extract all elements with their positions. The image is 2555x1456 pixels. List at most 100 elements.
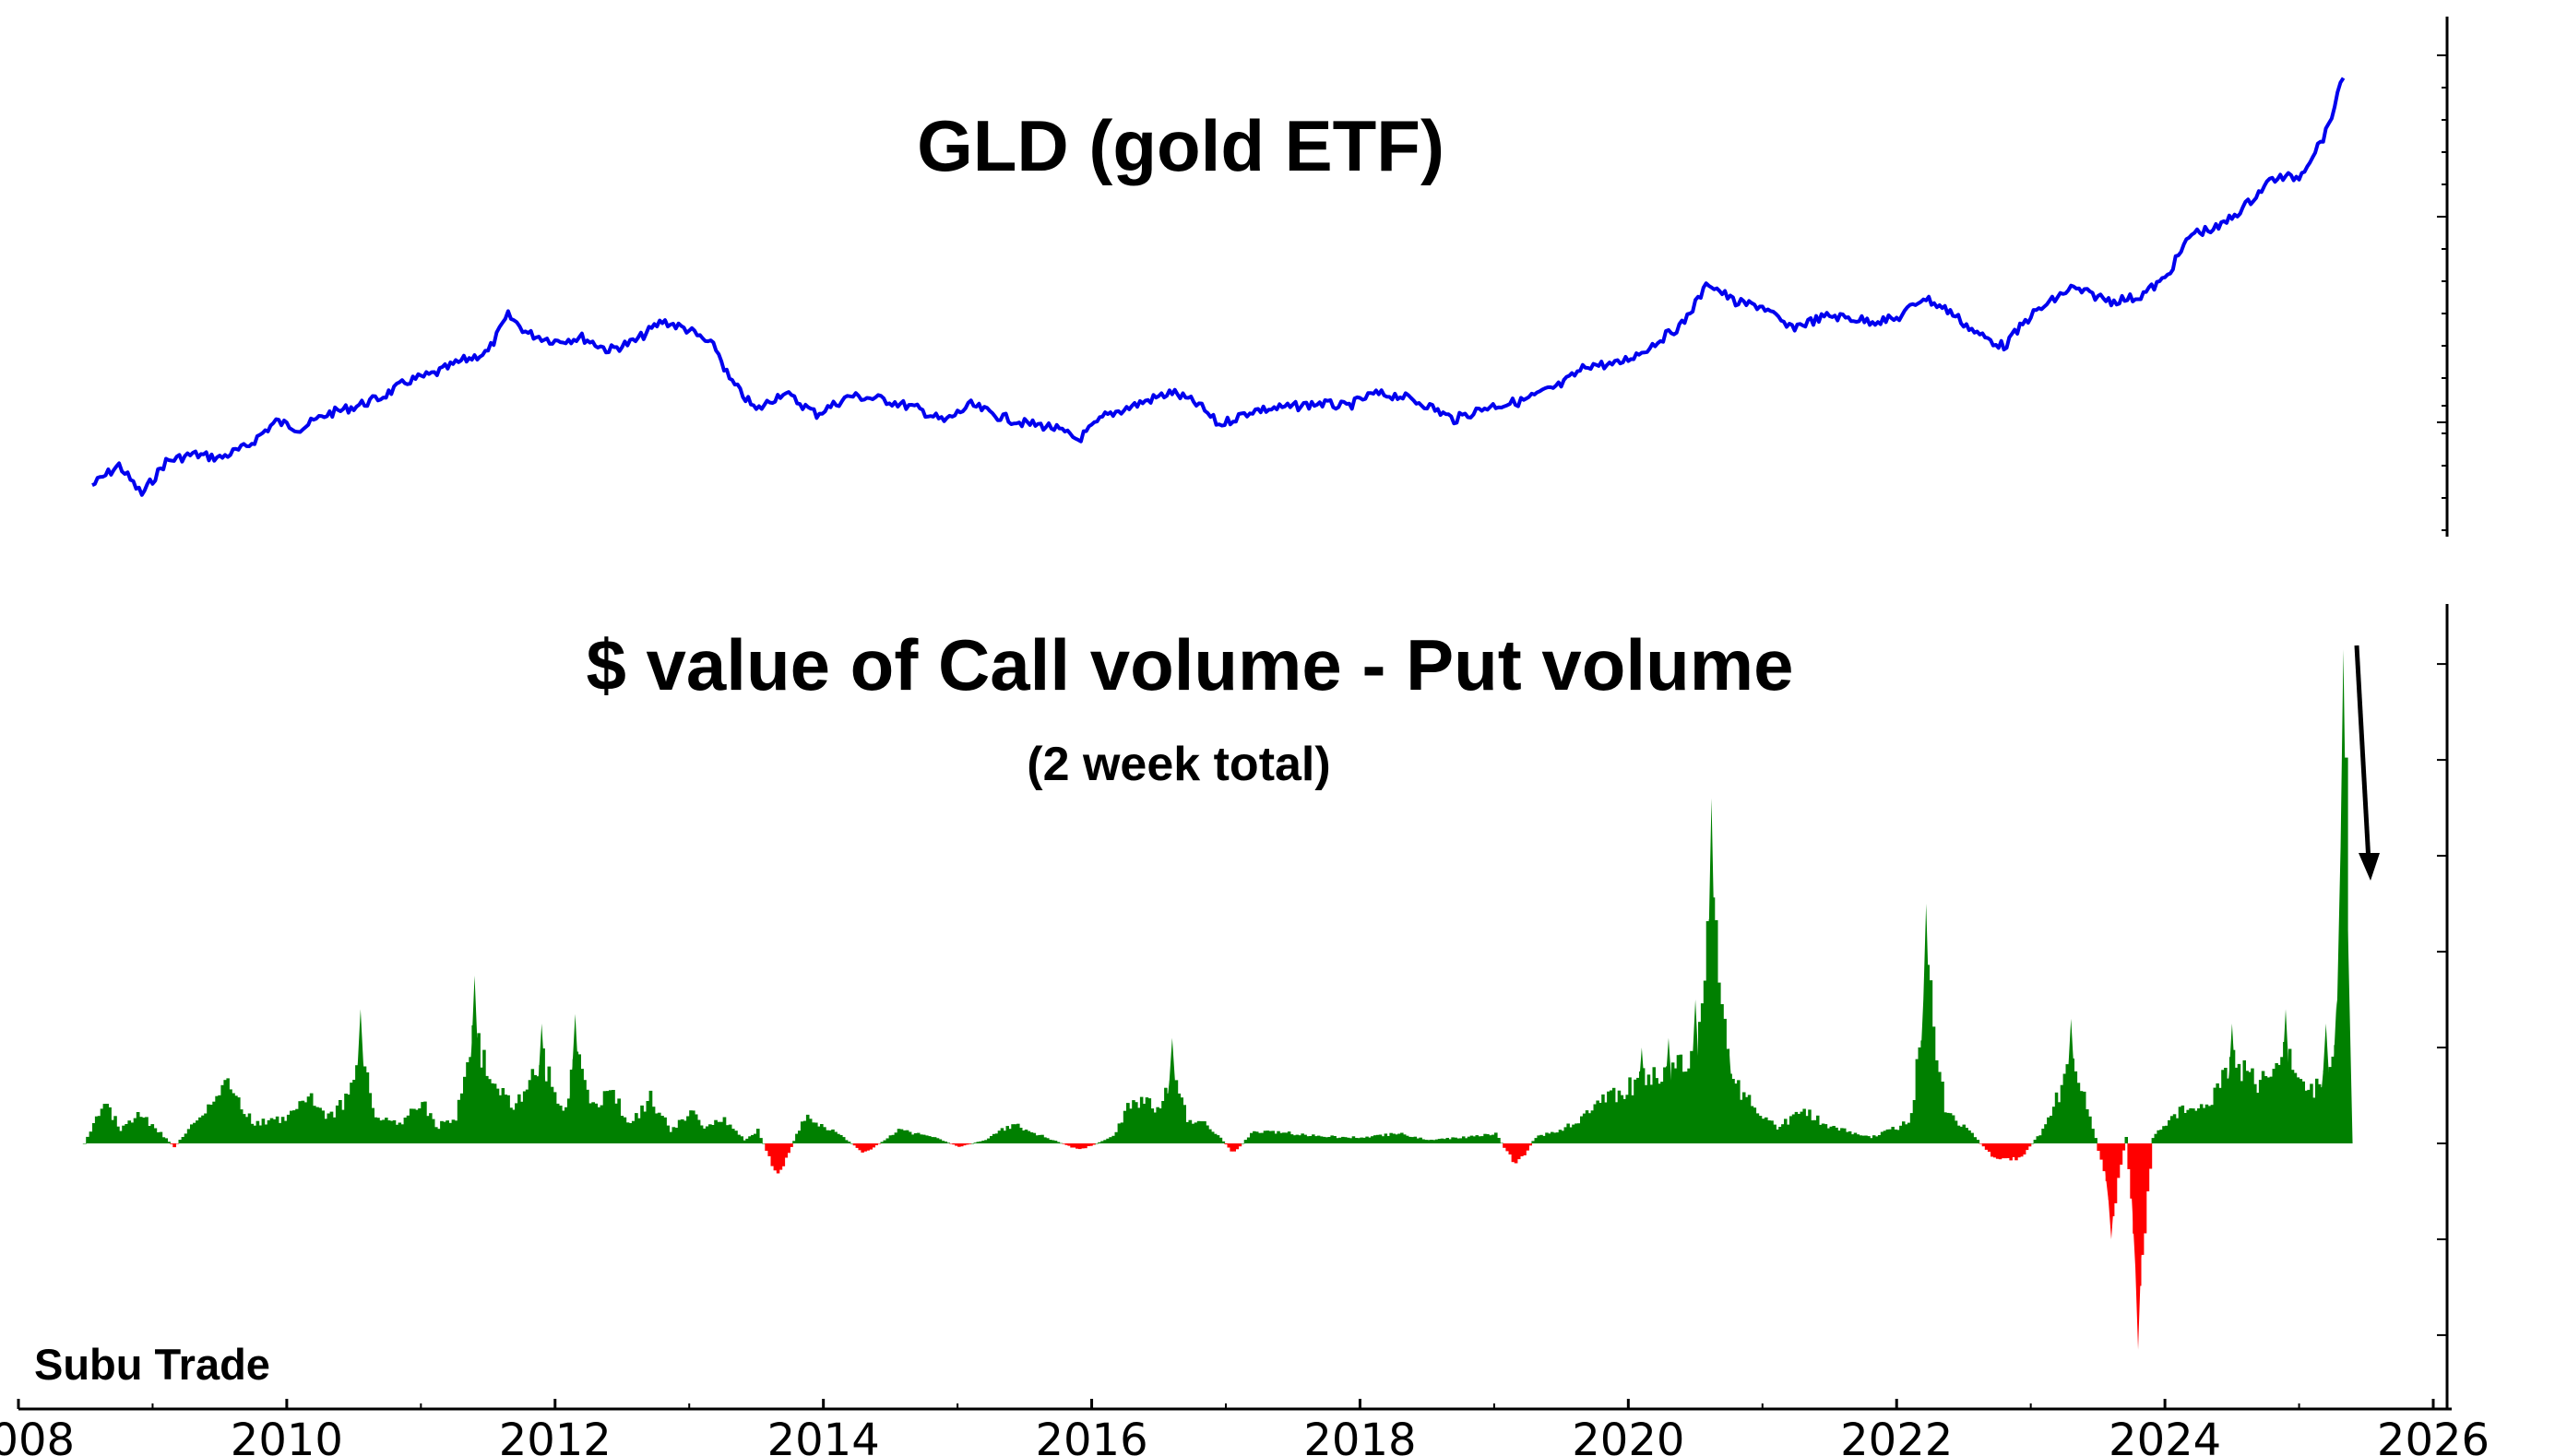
call-put-bar bbox=[717, 1121, 720, 1143]
call-put-peak bbox=[2276, 1009, 2296, 1143]
call-put-bar bbox=[2127, 1143, 2131, 1169]
call-put-bar bbox=[234, 1095, 238, 1143]
call-put-bar bbox=[1378, 1134, 1383, 1143]
call-put-bar bbox=[1646, 1074, 1651, 1143]
call-put-bar bbox=[1469, 1135, 1474, 1143]
call-put-bar bbox=[2242, 1059, 2246, 1143]
call-put-bar bbox=[1306, 1136, 1310, 1143]
call-put-bar bbox=[212, 1101, 216, 1143]
x-axis-ticks: 2008 2010 2012 2014 2016 2018 2020 2022 2024 2026 bbox=[0, 1399, 2490, 1456]
call-put-bar bbox=[1024, 1130, 1028, 1143]
call-put-bar bbox=[1375, 1134, 1380, 1143]
call-put-bar bbox=[522, 1091, 527, 1143]
call-put-bar bbox=[1864, 1135, 1868, 1143]
call-put-bar bbox=[745, 1138, 749, 1143]
call-put-bar bbox=[198, 1117, 202, 1143]
call-put-bar bbox=[1850, 1134, 1855, 1143]
call-put-bar bbox=[167, 1142, 171, 1143]
call-put-bar bbox=[1604, 1102, 1608, 1143]
call-put-bar bbox=[1000, 1128, 1004, 1143]
call-put-bar bbox=[350, 1083, 353, 1143]
call-put-bar bbox=[1408, 1136, 1412, 1143]
call-put-bar bbox=[635, 1113, 638, 1143]
call-put-bar bbox=[2022, 1143, 2026, 1154]
call-put-bar bbox=[874, 1143, 878, 1145]
call-put-bar bbox=[705, 1126, 709, 1143]
call-put-bar bbox=[562, 1110, 565, 1143]
call-put-bar bbox=[1087, 1143, 1090, 1146]
call-put-bar bbox=[1040, 1134, 1044, 1143]
call-put-bar bbox=[207, 1104, 210, 1143]
call-put-bar bbox=[2224, 1068, 2228, 1143]
call-put-bar bbox=[2020, 1143, 2024, 1157]
call-put-bar bbox=[2296, 1077, 2300, 1143]
call-put-bar bbox=[329, 1111, 334, 1143]
call-put-bar bbox=[1531, 1141, 1536, 1143]
call-put-bar bbox=[1867, 1136, 1871, 1143]
call-put-bar bbox=[1092, 1143, 1096, 1145]
call-put-peak bbox=[2222, 1024, 2241, 1143]
call-put-bar bbox=[1014, 1124, 1017, 1143]
call-put-bar bbox=[2256, 1093, 2260, 1143]
call-put-bar bbox=[883, 1140, 887, 1143]
call-put-bar bbox=[669, 1131, 673, 1143]
call-put-bar bbox=[1312, 1134, 1315, 1143]
call-put-bar bbox=[1437, 1139, 1442, 1143]
call-put-bar bbox=[256, 1120, 260, 1143]
call-put-bar bbox=[2157, 1130, 2160, 1143]
call-put-bar bbox=[2050, 1116, 2053, 1143]
call-put-bar bbox=[1451, 1137, 1455, 1143]
call-put-bar bbox=[498, 1095, 503, 1143]
call-put-chart-subtitle: (2 week total) bbox=[1027, 738, 1330, 791]
call-put-bar bbox=[1813, 1119, 1817, 1143]
call-put-bar bbox=[1196, 1120, 1201, 1143]
call-put-bar bbox=[2248, 1071, 2252, 1143]
call-put-bar bbox=[2245, 1071, 2249, 1143]
call-put-bar bbox=[229, 1089, 232, 1143]
call-put-bar bbox=[2094, 1138, 2097, 1143]
call-put-bar bbox=[1625, 1095, 1629, 1143]
call-put-bar bbox=[2119, 1143, 2123, 1166]
call-put-bar bbox=[1464, 1138, 1468, 1143]
call-put-bar bbox=[1781, 1124, 1785, 1143]
call-put-bar bbox=[421, 1102, 424, 1143]
call-put-bar bbox=[175, 1143, 180, 1144]
call-put-bar bbox=[689, 1110, 693, 1143]
call-put-bar bbox=[699, 1125, 704, 1143]
call-put-bar bbox=[1177, 1093, 1182, 1143]
call-put-bar bbox=[389, 1120, 394, 1143]
call-put-bar bbox=[127, 1120, 132, 1143]
call-put-bar bbox=[2172, 1114, 2177, 1143]
call-put-bar bbox=[244, 1117, 249, 1143]
call-put-bar bbox=[1139, 1096, 1144, 1143]
call-put-bar bbox=[981, 1141, 985, 1143]
call-put-bar bbox=[2213, 1087, 2216, 1143]
call-put-bar bbox=[880, 1142, 885, 1143]
call-put-bar bbox=[1117, 1123, 1122, 1143]
call-put-bar bbox=[1561, 1130, 1565, 1143]
call-put-bar bbox=[1016, 1123, 1020, 1143]
call-put-bar bbox=[2145, 1143, 2150, 1191]
call-put-bar bbox=[817, 1126, 821, 1143]
call-put-bar bbox=[1904, 1124, 1908, 1143]
call-put-bar bbox=[1883, 1130, 1887, 1143]
call-put-bar bbox=[1434, 1139, 1439, 1143]
call-put-bar bbox=[1156, 1107, 1159, 1143]
call-put-bar bbox=[457, 1099, 461, 1143]
call-put-bar bbox=[2275, 1063, 2278, 1143]
call-put-bar bbox=[842, 1137, 846, 1143]
call-put-bar bbox=[1843, 1128, 1847, 1143]
call-put-bar bbox=[2001, 1143, 2005, 1159]
call-put-bar bbox=[2221, 1070, 2225, 1143]
call-put-bar bbox=[1005, 1126, 1009, 1143]
call-put-bar bbox=[2207, 1106, 2212, 1143]
call-put-bar bbox=[1824, 1124, 1828, 1143]
call-put-bar bbox=[339, 1100, 342, 1143]
call-put-bar bbox=[1421, 1139, 1425, 1143]
call-put-bar bbox=[965, 1143, 969, 1145]
call-put-bar bbox=[973, 1142, 978, 1143]
call-put-bar bbox=[2033, 1140, 2038, 1143]
call-put-bar bbox=[2237, 1063, 2241, 1143]
call-put-bar bbox=[2154, 1133, 2157, 1143]
call-put-bar bbox=[987, 1138, 991, 1143]
